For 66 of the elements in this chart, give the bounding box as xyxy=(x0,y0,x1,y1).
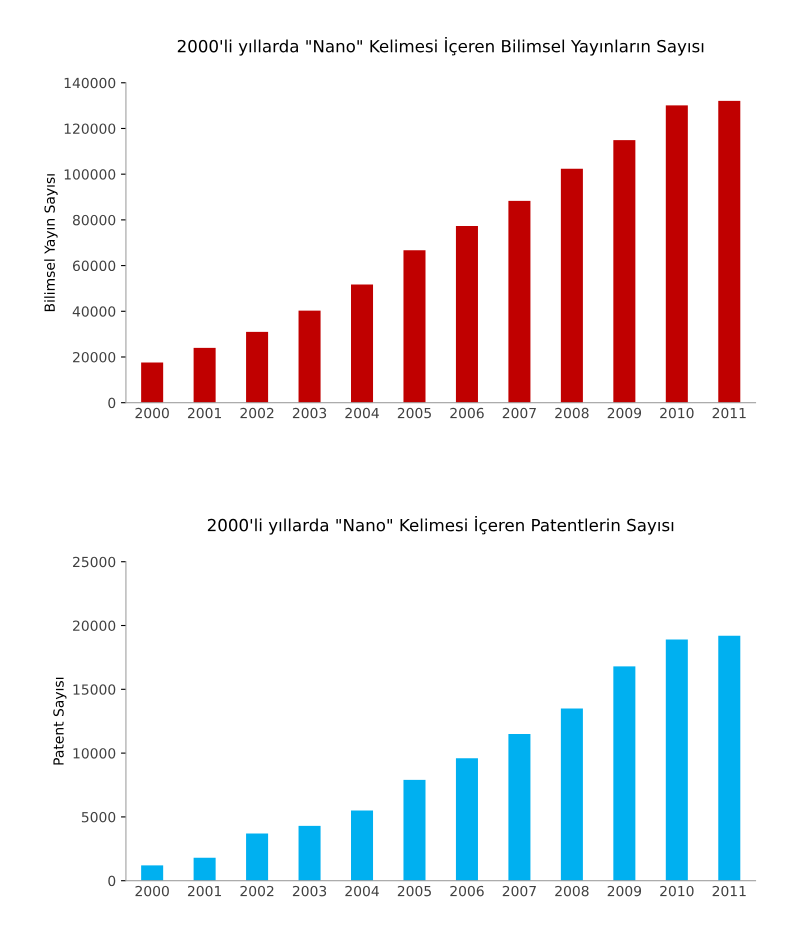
x-tick-label: 2002 xyxy=(240,886,274,896)
x-tick-label: 2000 xyxy=(136,408,169,418)
bar xyxy=(508,734,530,881)
y-tick-label: 10000 xyxy=(74,748,116,759)
x-tick-label: 2004 xyxy=(345,408,379,418)
x-tick-label: 2003 xyxy=(292,886,326,896)
bar xyxy=(718,636,740,881)
chart-title: 2000'li yıllarda "Nano" Kelimesi İçeren Bilimsel Yayınların Sayısı xyxy=(178,37,704,56)
y-tick-label: 5000 xyxy=(82,812,116,822)
bar xyxy=(613,140,636,403)
bar xyxy=(403,780,426,881)
x-tick-label: 2008 xyxy=(555,408,589,418)
bar xyxy=(141,362,164,403)
x-tick-label: 2011 xyxy=(712,408,746,418)
x-tick-label: 2000 xyxy=(136,886,169,896)
x-tick-label: 2009 xyxy=(608,408,642,418)
x-tick-label: 2001 xyxy=(188,408,222,418)
x-tick-label: 2009 xyxy=(608,886,642,896)
bar xyxy=(560,168,583,403)
bar xyxy=(666,640,688,881)
bar xyxy=(718,100,740,403)
x-tick-label: 2011 xyxy=(712,886,746,896)
bar xyxy=(194,858,216,881)
y-axis-title: Bilimsel Yayın Sayısı xyxy=(44,174,58,312)
bar xyxy=(456,758,478,881)
bar xyxy=(666,105,688,403)
x-tick-label: 2005 xyxy=(398,886,431,896)
y-tick-label: 25000 xyxy=(73,556,116,568)
x-tick-label: 2008 xyxy=(555,886,589,896)
y-tick-label: 80000 xyxy=(72,214,116,226)
x-tick-label: 2001 xyxy=(188,886,222,896)
x-tick-label: 2004 xyxy=(345,886,379,896)
y-tick-label: 40000 xyxy=(72,306,116,317)
y-tick-label: 100000 xyxy=(64,169,116,180)
y-tick-label: 20000 xyxy=(73,620,116,631)
x-tick-label: 2007 xyxy=(502,886,536,896)
bar xyxy=(456,226,478,403)
bar xyxy=(351,284,374,403)
x-tick-label: 2007 xyxy=(502,408,536,418)
y-tick-label: 140000 xyxy=(64,78,116,88)
bar xyxy=(246,332,268,403)
y-tick-label: 20000 xyxy=(73,352,116,362)
y-tick-label: 0 xyxy=(108,398,116,408)
x-tick-label: 2010 xyxy=(660,886,694,896)
y-axis-title: Patent Sayısı xyxy=(53,678,66,765)
bar xyxy=(351,810,374,881)
x-tick-label: 2003 xyxy=(292,408,326,418)
bar xyxy=(403,250,426,403)
bar xyxy=(298,310,321,403)
y-tick-label: 15000 xyxy=(74,684,116,695)
bar xyxy=(298,826,321,881)
bar xyxy=(508,200,530,403)
y-tick-label: 120000 xyxy=(64,123,116,134)
bar xyxy=(560,708,583,881)
x-tick-label: 2005 xyxy=(398,408,431,418)
x-tick-label: 2006 xyxy=(450,886,484,896)
x-tick-label: 2010 xyxy=(660,408,694,418)
y-tick-label: 0 xyxy=(108,876,116,886)
bar xyxy=(246,834,268,881)
x-tick-label: 2002 xyxy=(240,408,274,418)
x-tick-label: 2006 xyxy=(450,408,484,418)
bar xyxy=(194,348,216,403)
bar xyxy=(141,865,164,881)
y-tick-label: 60000 xyxy=(72,260,116,272)
bar xyxy=(613,666,636,881)
chart-title: 2000'li yıllarda "Nano" Kelimesi İçeren Patentlerin Sayısı xyxy=(208,516,674,535)
